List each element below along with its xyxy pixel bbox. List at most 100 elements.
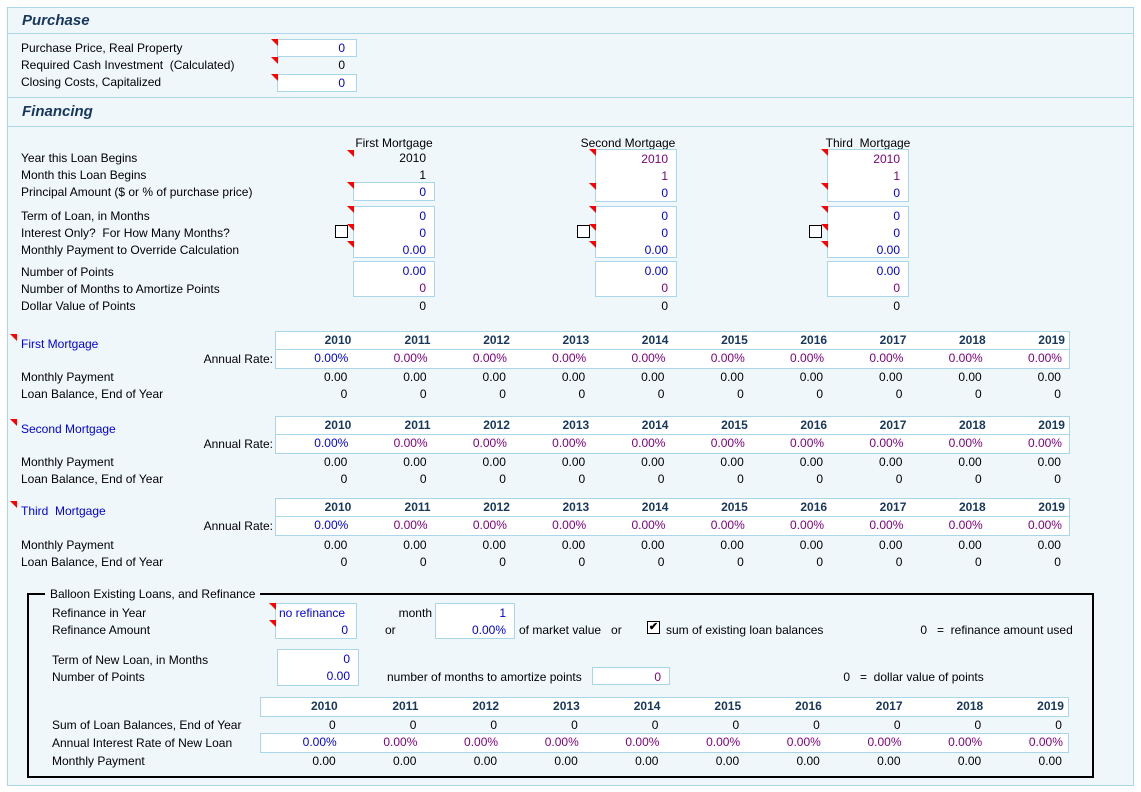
annual-rate-cell[interactable]: 0.00% [393,518,428,532]
annual-rate-cell[interactable]: 0.00% [1027,351,1062,365]
annual-rate-cell[interactable]: 0.00% [710,436,745,450]
purchase-price-input[interactable] [277,39,357,57]
refinance-year-input-group[interactable] [275,603,357,639]
annual-rate-cell[interactable]: 0.00% [552,518,587,532]
refinance-month-input-group[interactable] [435,603,515,639]
new-loan-points-value[interactable]: 0.00 [326,669,350,683]
annual-rate-cell[interactable]: 0.00% [790,351,825,365]
annual-rate-cell[interactable]: 0.00% [552,351,587,365]
second-override-value[interactable]: 0.00 [644,243,668,257]
annual-rate-cell[interactable]: 0.00% [472,518,507,532]
first-points-value[interactable]: 0.00 [402,264,426,278]
annual-rate-cell[interactable]: 0.00% [625,735,660,749]
third-interest-only-checkbox[interactable] [809,225,822,238]
percent-of-market-value[interactable]: 0.00% [471,623,506,637]
first-principal-value[interactable]: 0 [419,185,426,199]
first-amortize-months-value[interactable]: 0 [419,281,426,295]
purchase-price-value[interactable]: 0 [338,41,345,55]
annual-rate-cell[interactable]: 0.00% [631,436,666,450]
loan-balance-cell: 0 [490,718,498,732]
closing-costs-value[interactable]: 0 [338,76,345,90]
third-principal-value[interactable]: 0 [893,186,900,200]
third-points-value[interactable]: 0.00 [876,264,900,278]
second-year-begins-value[interactable]: 2010 [641,152,668,166]
annual-rate-cell[interactable]: 0.00% [869,351,904,365]
third-start-input-group[interactable] [827,149,909,202]
annual-rate-cell[interactable]: 0.00% [314,351,349,365]
year-header-cell: 2015 [721,333,748,347]
annual-rate-cell[interactable]: 0.00% [790,436,825,450]
annual-rate-cell[interactable]: 0.00% [472,436,507,450]
annual-rate-cell[interactable]: 0.00% [948,351,983,365]
third-month-begins-value[interactable]: 1 [893,169,900,183]
annual-rate-cell[interactable]: 0.00% [869,436,904,450]
annual-rate-cell[interactable]: 0.00% [706,735,741,749]
annual-rate-cell[interactable]: 0.00% [1027,436,1062,450]
second-points-input-group[interactable] [595,261,677,297]
amortize-months-input[interactable] [592,667,670,685]
annual-rate-cell[interactable]: 0.00% [1028,735,1063,749]
annual-rate-cell[interactable]: 0.00% [1027,518,1062,532]
annual-rate-cell[interactable]: 0.00% [472,351,507,365]
first-principal-input[interactable] [353,182,435,201]
first-interest-only-checkbox[interactable] [335,225,348,238]
annual-rate-cell[interactable]: 0.00% [383,735,418,749]
annual-rate-cell[interactable]: 0.00% [314,436,349,450]
second-amortize-months-value[interactable]: 0 [661,281,668,295]
new-loan-rate-row[interactable]: 0.00% 0.00% 0.00% 0.00% 0.00% 0.00% 0.00% 0.00%… [260,733,1069,753]
first-mortgage-annual-rate-row[interactable]: 0.00% 0.00% 0.00% 0.00% 0.00% 0.00% 0.00% 0.00%… [275,349,1070,369]
annual-rate-cell[interactable]: 0.00% [948,735,983,749]
second-start-input-group[interactable] [595,149,677,202]
first-override-value[interactable]: 0.00 [402,243,426,257]
second-term-value[interactable]: 0 [661,209,668,223]
third-year-begins-value[interactable]: 2010 [873,152,900,166]
annual-rate-cell[interactable]: 0.00% [869,518,904,532]
third-term-value[interactable]: 0 [893,209,900,223]
annual-rate-cell[interactable]: 0.00% [552,436,587,450]
term-label: Term of Loan, in Months [21,209,150,223]
annual-rate-cell[interactable]: 0.00% [710,518,745,532]
annual-rate-cell[interactable]: 0.00% [302,735,337,749]
amortize-months-value[interactable]: 0 [654,670,661,684]
annual-rate-cell[interactable]: 0.00% [790,518,825,532]
second-interest-only-months-value[interactable]: 0 [661,226,668,240]
second-month-begins-value[interactable]: 1 [661,169,668,183]
annual-rate-cell[interactable]: 0.00% [544,735,579,749]
monthly-payment-cell: 0.00 [720,538,744,552]
refinance-month-value[interactable]: 1 [499,606,506,620]
third-interest-only-months-value[interactable]: 0 [893,226,900,240]
refinance-amount-value[interactable]: 0 [341,623,348,637]
second-principal-value[interactable]: 0 [661,186,668,200]
first-term-value[interactable]: 0 [419,209,426,223]
annual-rate-cell[interactable]: 0.00% [393,351,428,365]
third-mortgage-annual-rate-row[interactable]: 0.00% 0.00% 0.00% 0.00% 0.00% 0.00% 0.00% 0.00%… [275,516,1070,536]
second-points-value[interactable]: 0.00 [644,264,668,278]
third-amortize-months-value[interactable]: 0 [893,281,900,295]
second-term-input-group[interactable] [595,206,677,258]
annual-rate-cell[interactable]: 0.00% [710,351,745,365]
annual-rate-cell[interactable]: 0.00% [631,351,666,365]
annual-rate-cell[interactable]: 0.00% [786,735,821,749]
third-points-input-group[interactable] [827,261,909,297]
third-term-input-group[interactable] [827,206,909,258]
annual-rate-cell[interactable]: 0.00% [464,735,499,749]
first-interest-only-months-value[interactable]: 0 [419,226,426,240]
new-loan-term-value[interactable]: 0 [343,652,350,666]
first-term-input-group[interactable] [353,206,435,258]
sum-of-balances-checkbox[interactable]: ✔ [647,621,660,634]
refinance-in-year-value[interactable]: no refinance [279,606,346,620]
first-points-input-group[interactable] [353,261,435,297]
closing-costs-input[interactable] [277,74,357,92]
annual-rate-cell[interactable]: 0.00% [867,735,902,749]
annual-rate-cell[interactable]: 0.00% [393,436,428,450]
amortize-points-label: number of months to amortize points [387,670,582,684]
annual-rate-cell[interactable]: 0.00% [948,436,983,450]
second-mortgage-annual-rate-row[interactable]: 0.00% 0.00% 0.00% 0.00% 0.00% 0.00% 0.00% 0.00%… [275,434,1070,454]
annual-rate-cell[interactable]: 0.00% [314,518,349,532]
second-interest-only-checkbox[interactable] [577,225,590,238]
monthly-payment-cell: 0.00 [799,370,824,384]
third-override-value[interactable]: 0.00 [876,243,900,257]
annual-rate-cell[interactable]: 0.00% [631,518,666,532]
annual-rate-cell[interactable]: 0.00% [948,518,983,532]
new-loan-term-input-group[interactable] [277,649,359,686]
